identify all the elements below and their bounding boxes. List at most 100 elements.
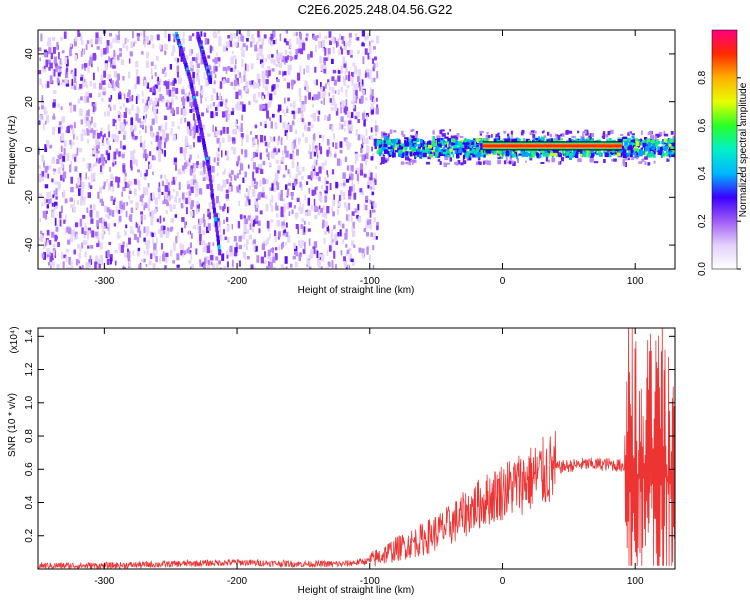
noise-cell: [101, 158, 105, 166]
noise-cell: [171, 180, 174, 185]
band-cell: [476, 141, 481, 145]
noise-cell: [324, 178, 327, 187]
noise-cell: [170, 128, 173, 136]
noise-cell: [347, 41, 351, 47]
noise-cell: [303, 103, 306, 112]
noise-cell: [372, 58, 374, 64]
noise-cell: [155, 115, 158, 124]
noise-cell: [273, 179, 275, 187]
noise-cell: [239, 161, 242, 165]
noise-cell: [118, 30, 120, 39]
noise-cell: [242, 49, 245, 58]
noise-cell: [55, 227, 59, 232]
noise-cell: [235, 58, 237, 64]
noise-cell: [240, 95, 243, 100]
noise-cell: [118, 209, 121, 214]
noise-cell: [305, 85, 309, 92]
noise-cell: [238, 260, 241, 267]
noise-cell: [43, 65, 46, 69]
noise-cell: [137, 169, 140, 173]
noise-cell: [309, 266, 312, 269]
band-cell: [655, 135, 657, 140]
noise-cell: [200, 85, 203, 93]
noise-cell: [176, 264, 180, 268]
noise-cell: [66, 153, 70, 161]
noise-cell: [109, 78, 112, 84]
noise-cell: [347, 263, 350, 269]
band-cell: [443, 162, 447, 168]
noise-cell: [46, 141, 50, 148]
noise-cell: [265, 239, 268, 246]
noise-cell: [78, 147, 83, 153]
noise-cell: [112, 176, 114, 182]
noise-cell: [232, 55, 237, 59]
noise-cell: [70, 160, 73, 166]
noise-cell: [269, 233, 271, 239]
noise-cell: [142, 142, 145, 150]
noise-cell: [304, 137, 308, 143]
band-cell: [477, 152, 482, 157]
noise-cell: [208, 212, 211, 220]
band-cell: [426, 146, 430, 152]
band-cell: [627, 137, 632, 141]
noise-cell: [254, 99, 259, 104]
noise-cell: [112, 118, 116, 127]
noise-cell: [126, 47, 128, 51]
noise-cell: [372, 265, 375, 269]
noise-cell: [376, 61, 378, 68]
noise-cell: [318, 192, 321, 201]
noise-cell: [259, 48, 263, 56]
noise-cell: [287, 169, 290, 175]
noise-cell: [279, 140, 282, 144]
noise-cell: [292, 101, 296, 109]
noise-cell: [210, 111, 214, 119]
noise-cell: [326, 138, 330, 146]
noise-cell: [118, 235, 121, 238]
band-cell: [562, 132, 565, 136]
noise-cell: [351, 178, 354, 186]
noise-cell: [226, 255, 229, 259]
noise-cell: [158, 139, 162, 145]
noise-cell: [193, 128, 196, 135]
noise-cell: [163, 115, 168, 120]
noise-cell: [47, 43, 52, 47]
noise-cell: [59, 58, 62, 65]
noise-cell: [218, 153, 220, 157]
band-cell: [671, 152, 675, 155]
band-cell: [471, 139, 476, 143]
noise-cell: [222, 179, 226, 188]
noise-cell: [235, 175, 237, 181]
noise-cell: [46, 210, 48, 214]
noise-cell: [258, 163, 262, 169]
noise-cell: [108, 56, 111, 62]
noise-cell: [257, 92, 261, 97]
noise-cell: [119, 201, 123, 209]
noise-cell: [185, 70, 187, 75]
noise-cell: [311, 96, 315, 101]
noise-cell: [315, 147, 318, 155]
noise-cell: [191, 264, 194, 269]
noise-cell: [188, 158, 191, 163]
noise-cell: [362, 89, 365, 94]
band-cell: [557, 134, 561, 140]
noise-cell: [192, 78, 195, 85]
band-cell: [642, 150, 646, 155]
noise-cell: [135, 113, 139, 121]
noise-cell: [80, 189, 84, 198]
noise-cell: [146, 83, 149, 89]
noise-cell: [64, 198, 68, 204]
band-cell: [648, 149, 652, 154]
noise-cell: [143, 205, 146, 211]
noise-cell: [263, 260, 267, 264]
noise-cell: [270, 219, 274, 223]
noise-cell: [329, 151, 332, 157]
noise-cell: [116, 80, 119, 87]
noise-cell: [193, 133, 196, 139]
noise-cell: [66, 226, 69, 233]
noise-cell: [352, 101, 355, 109]
noise-cell: [369, 95, 372, 101]
noise-cell: [150, 34, 154, 41]
noise-cell: [73, 199, 75, 206]
noise-cell: [83, 95, 87, 104]
band-cell: [417, 144, 421, 147]
